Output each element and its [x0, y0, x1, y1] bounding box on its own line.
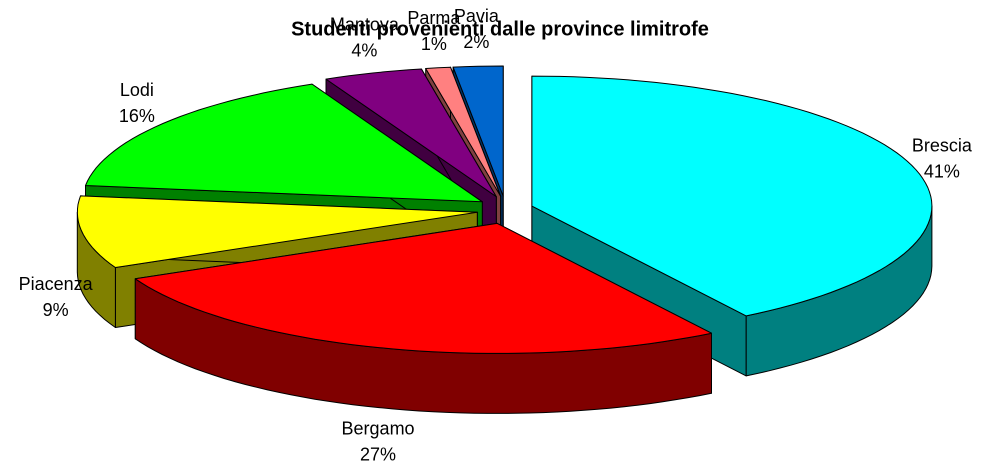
slice-value-label: 1% [421, 34, 447, 54]
slice-label: Piacenza [19, 274, 94, 294]
slice [76, 195, 478, 268]
slice [452, 65, 504, 197]
slice-label: Lodi [120, 80, 154, 100]
slice-label: Brescia [912, 136, 973, 156]
slice [85, 83, 483, 203]
slice-value-label: 27% [360, 445, 396, 465]
slice-value-label: 4% [351, 41, 377, 61]
slice-value-label: 9% [43, 300, 69, 320]
slice-value-label: 41% [924, 162, 960, 182]
slice [425, 66, 502, 197]
slice [134, 222, 712, 354]
slice-label: Mantova [330, 15, 400, 35]
chart-title: Studenti provenienti dalle province limi… [291, 18, 709, 40]
slice-label: Pavia [454, 6, 500, 26]
slice [325, 68, 497, 198]
slice-label: Parma [407, 8, 461, 28]
slice [531, 75, 933, 317]
slice-value-label: 2% [463, 32, 489, 52]
slice-label: Bergamo [342, 419, 415, 439]
slice-value-label: 16% [119, 106, 155, 126]
